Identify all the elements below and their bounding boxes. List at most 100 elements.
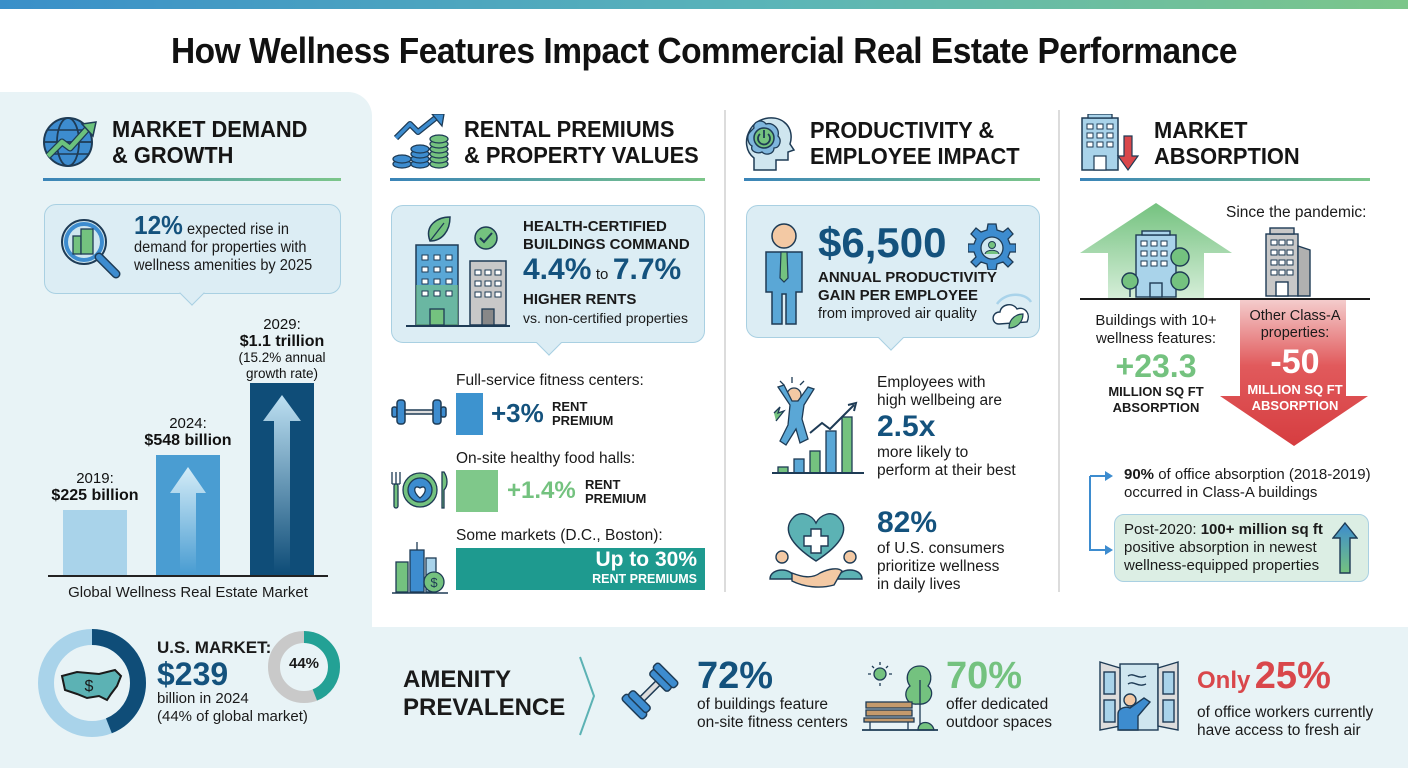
bar-value: $225 billion [51, 487, 139, 504]
market-demand-header: MARKET DEMAND & GROWTH [42, 114, 318, 170]
markets-value: Up to 30% [595, 548, 697, 571]
fresh-air-line-1: of office workers currently [1197, 704, 1374, 721]
red-down-arrow [1220, 300, 1368, 446]
note-2-bold: 100+ million sq ft [1200, 521, 1323, 538]
note-1-bold: 90% [1124, 466, 1155, 483]
demand-stat: 12% [134, 210, 183, 240]
bar-label-2024: 2024: $548 billion [128, 415, 248, 449]
bar-note-2: growth rate) [245, 366, 319, 381]
section-rule [43, 178, 341, 181]
other-unit-2: ABSORPTION [1251, 398, 1339, 413]
wellbeing-line-1: Employees with [877, 374, 986, 391]
wellbeing-line-3: more likely to [877, 444, 969, 461]
up-arrow-icon [263, 395, 301, 573]
rental-to: to [595, 266, 609, 283]
park-bench-tree-icon [862, 662, 938, 731]
fresh-air-prefix: Only [1197, 667, 1251, 694]
section-rule [744, 178, 1040, 181]
rental-line-2: BUILDINGS COMMAND [523, 236, 690, 253]
bar-value: $548 billion [144, 432, 232, 449]
market-demand-title-2: & GROWTH [112, 142, 234, 168]
markets-suffix: RENT PREMIUMS [592, 572, 697, 586]
demand-text-1: expected rise in [186, 221, 290, 238]
usa-map-dollar-icon: $ [60, 668, 123, 702]
us-market-label: U.S. MARKET: [157, 638, 272, 657]
fitness-value: +3% [491, 398, 544, 428]
us-market-line-2: (44% of global market) [157, 708, 308, 725]
certified-buildings-icon [406, 216, 510, 327]
rental-high: 7.7% [612, 253, 682, 286]
other-value: -50 [1270, 343, 1320, 381]
magnifier-building-icon [61, 219, 121, 279]
connector-arrows [1089, 471, 1113, 555]
amenity-title-2: PREVALENCE [403, 694, 566, 721]
absorption-note-1: 90% of office absorption (2018-2019) occ… [1124, 466, 1371, 502]
productivity-title-2: EMPLOYEE IMPACT [810, 143, 1020, 169]
markets-bar: Up to 30% RENT PREMIUMS [456, 548, 705, 590]
section-rule [390, 178, 705, 181]
outdoor-pct: 70% [946, 655, 1023, 697]
us-market-value: $239 [157, 656, 229, 692]
chart-caption: Global Wellness Real Estate Market [68, 584, 308, 601]
page-title: How Wellness Features Impact Commercial … [170, 30, 1238, 71]
absorption-title-1: MARKET [1154, 117, 1248, 143]
amenity-prevalence-band [372, 627, 1408, 768]
rental-line-3: HIGHER RENTS [523, 291, 637, 308]
wellness-value: +23.3 [1115, 348, 1197, 384]
productivity-value: $6,500 [818, 219, 947, 266]
svg-text:$: $ [430, 575, 438, 590]
food-value: +1.4% [507, 477, 576, 504]
wellbeing-line-2: high wellbeing are [877, 392, 1002, 409]
wellness-buildings-stat: Buildings with 10+ wellness features: +2… [1086, 312, 1226, 416]
since-pandemic: Since the pandemic: [1226, 204, 1367, 221]
fitness-suffix: RENT PREMIUM [552, 400, 613, 428]
consumers-text: 82% of U.S. consumers prioritize wellnes… [877, 506, 1005, 594]
open-window-icon [1099, 661, 1179, 731]
productivity-title-1: PRODUCTIVITY & [810, 117, 995, 143]
wellbeing-text: Employees with high wellbeing are 2.5x m… [877, 374, 1016, 480]
demand-callout-text: 12% expected rise in demand for properti… [134, 212, 334, 275]
wellness-line-1: Buildings with 10+ [1095, 312, 1217, 329]
note-2-line2: positive absorption in newest [1124, 539, 1317, 556]
fitness-line-1: of buildings feature [697, 696, 828, 713]
wellness-unit-1: MILLION SQ FT [1108, 384, 1204, 399]
bar-value: $1.1 trillion [239, 333, 325, 350]
wellness-line-2: wellness features: [1095, 330, 1217, 347]
bar-note-1: (15.2% annual [238, 350, 326, 365]
chevron-right-icon [579, 656, 596, 736]
productivity-line-2: GAIN PER EMPLOYEE [818, 287, 979, 304]
absorption-baseline [1080, 298, 1370, 300]
absorption-note-2: Post-2020: 100+ million sq ft positive a… [1124, 521, 1323, 575]
outdoor-line-2: outdoor spaces [946, 714, 1052, 731]
note-2-pre: Post-2020: [1124, 521, 1201, 538]
building-down-arrow-icon [1081, 114, 1140, 172]
rental-callout-text: HEALTH-CERTIFIED BUILDINGS COMMAND 4.4% … [523, 218, 703, 327]
wellbeing-line-4: perform at their best [877, 462, 1016, 479]
absorption-title-2: ABSORPTION [1154, 143, 1300, 169]
rental-line-1: HEALTH-CERTIFIED [523, 218, 667, 235]
note-1-rest: of office absorption (2018-2019) [1154, 466, 1371, 483]
consumers-value: 82% [877, 506, 938, 539]
market-demand-title-1: MARKET DEMAND [112, 116, 308, 142]
wellbeing-value: 2.5x [877, 410, 936, 443]
rental-header: RENTAL PREMIUMS & PROPERTY VALUES [392, 114, 711, 170]
column-divider [724, 110, 726, 592]
amenity-stat-fitness: 72% of buildings feature on-site fitness… [697, 656, 848, 732]
green-up-arrow-building [1080, 203, 1232, 299]
fitness-label: Full-service fitness centers: [456, 372, 644, 389]
outdoor-line-1: offer dedicated [946, 696, 1049, 713]
fresh-air-pct: 25% [1254, 655, 1331, 697]
chart-axis [48, 575, 328, 577]
suffix-1: RENT [585, 477, 621, 492]
demand-text-3: wellness amenities by 2025 [134, 257, 313, 274]
amenity-title: AMENITY PREVALENCE [403, 666, 565, 722]
us-market-text: U.S. MARKET: $239 billion in 2024 (44% o… [157, 638, 308, 726]
amenity-stat-fresh-air: Only 25% of office workers currently hav… [1197, 656, 1373, 740]
section-rule [1080, 178, 1370, 181]
other-unit-1: MILLION SQ FT [1247, 382, 1343, 397]
productivity-line-1: ANNUAL PRODUCTIVITY [818, 269, 997, 286]
gear-person-icon [968, 223, 1016, 270]
other-classa-stat: Other Class-A properties: -50 MILLION SQ… [1226, 308, 1364, 414]
up-arrow-icon [1332, 522, 1358, 574]
coins-growth-icon [392, 114, 449, 169]
